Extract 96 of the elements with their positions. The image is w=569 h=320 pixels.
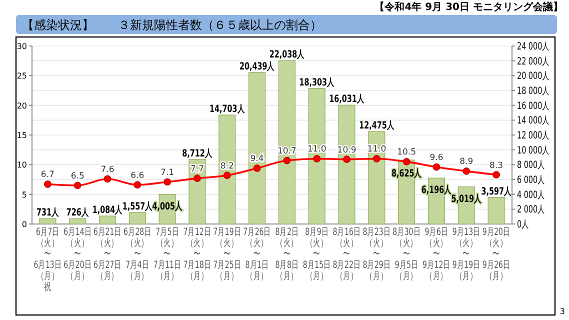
y2-tick-label: 16 000人 [517,100,550,112]
data-label: 10.5 [397,148,416,158]
data-label: 9.4 [250,154,264,164]
data-label: 18,303人 [299,76,336,89]
point [372,155,380,162]
data-label: 12,475人 [359,119,396,132]
point [194,174,201,182]
data-label: 11.0 [367,144,386,155]
point [104,175,112,183]
x-tick-label: 8月2日（火）〜8月8日（月） [275,226,299,282]
data-label: 14,703人 [210,102,246,116]
y2-tick-label: 2 000人 [517,203,546,216]
bar [338,104,356,224]
data-label: 8.2 [220,161,234,172]
x-tick-label: 9月13日（火）〜9月19日（月） [452,226,480,282]
x-tick-label: 6月7日（火）〜6月13日（月）祝 [34,226,62,294]
y-tick-label: 5 [22,190,27,200]
bar [308,88,326,224]
y2-tick-label: 24 000人 [517,40,550,53]
bar [69,218,86,224]
chart-title: 【感染状況】 ３新規陽性者数（６５歳以上の割合） [22,18,322,32]
bar [218,114,236,224]
data-label: 9.6 [430,153,444,164]
data-label: 10.7 [277,146,296,157]
point [44,180,52,188]
point [313,155,321,162]
x-tick-label: 7月12日（火）〜7月18日（月） [183,226,212,282]
x-tick-label: 8月9日（火）〜8月15日（月） [302,226,331,282]
x-tick-label: 7月26日（火）〜8月1日（月） [243,226,272,282]
x-tick-label: 8月30日（火）〜9月5日（月） [392,226,421,282]
x-tick-label: 9月20日（火）〜9月26日（月） [482,226,510,282]
point [164,178,172,186]
point [492,171,500,178]
y2-tick-label: 20 000人 [517,70,550,83]
data-label: 8.9 [460,157,474,168]
point [223,172,231,180]
point [462,168,470,175]
x-tick-label: 8月23日（火）〜8月29日（月） [362,226,391,282]
y-tick-label: 30 [16,42,27,51]
data-label: 20,439人 [239,60,276,73]
x-tick-label: 6月28日（火）〜7月4日（月） [123,226,152,282]
y2-tick-label: 6 000人 [517,174,546,186]
x-tick-label: 6月14日（火）〜6月20日（月） [64,226,92,282]
data-label: 8,712人 [182,147,214,160]
y2-tick-label: 22 000人 [517,55,550,68]
point [432,163,440,171]
data-label: 16,031人 [329,92,366,106]
bar [248,72,266,224]
y-tick-label: 10 [16,160,27,170]
data-label: 6.7 [40,170,54,180]
data-label: 8.3 [490,160,504,171]
bar [488,197,505,224]
data-label: 731人 [36,206,60,220]
point [253,164,261,172]
y2-tick-label: 8 000人 [517,158,546,172]
y-tick-label: 20 [16,101,27,110]
data-label: 10.9 [337,145,356,156]
bar [278,60,296,224]
y2-tick-label: 10 000人 [517,144,550,157]
bar [188,159,206,224]
point [402,158,410,166]
y-tick-label: 0 [22,220,27,229]
point [343,156,350,164]
data-label: 11.0 [307,144,326,155]
data-label: 1,557人 [122,200,154,213]
data-label: 4,005人 [152,200,184,213]
x-tick-label: 9月6日（火）〜9月12日（月） [422,226,450,282]
data-label: 3,597人 [481,185,512,198]
x-tick-label: 7月19日（火）〜7月25日（月） [213,226,242,282]
y2-tick-label: 0人 [517,218,530,231]
data-label: 6.6 [130,170,144,181]
text: 3 [560,307,565,316]
data-label: 1,084人 [92,204,124,216]
y2-tick-label: 12 000人 [517,129,550,142]
bar [98,216,116,224]
y2-tick-label: 18 000人 [517,84,550,98]
data-label: 6.5 [70,171,84,182]
point [283,156,291,164]
y-tick-label: 15 [16,131,27,140]
x-tick-label: 8月16日（火）〜8月22日（月） [332,226,361,282]
data-label: 7.7 [190,164,204,174]
text: 【令和4年 9月 30日 モニタリング会議】 [374,1,563,13]
bar [128,212,146,224]
y2-tick-label: 4 000人 [517,188,546,202]
y-tick-label: 25 [16,72,27,81]
point [74,182,82,190]
data-label: 7.6 [100,164,114,175]
bar [368,131,386,224]
data-label: 7.1 [160,168,174,178]
bar [39,218,56,224]
x-tick-label: 7月5日（火）〜7月11日（月） [153,226,182,282]
point [134,181,142,189]
y2-tick-label: 14 000人 [517,114,550,128]
x-tick-label: 6月21日（火）〜6月27日（月） [94,226,122,282]
data-label: 22,038人 [269,48,306,61]
data-label: 726人 [66,206,90,220]
